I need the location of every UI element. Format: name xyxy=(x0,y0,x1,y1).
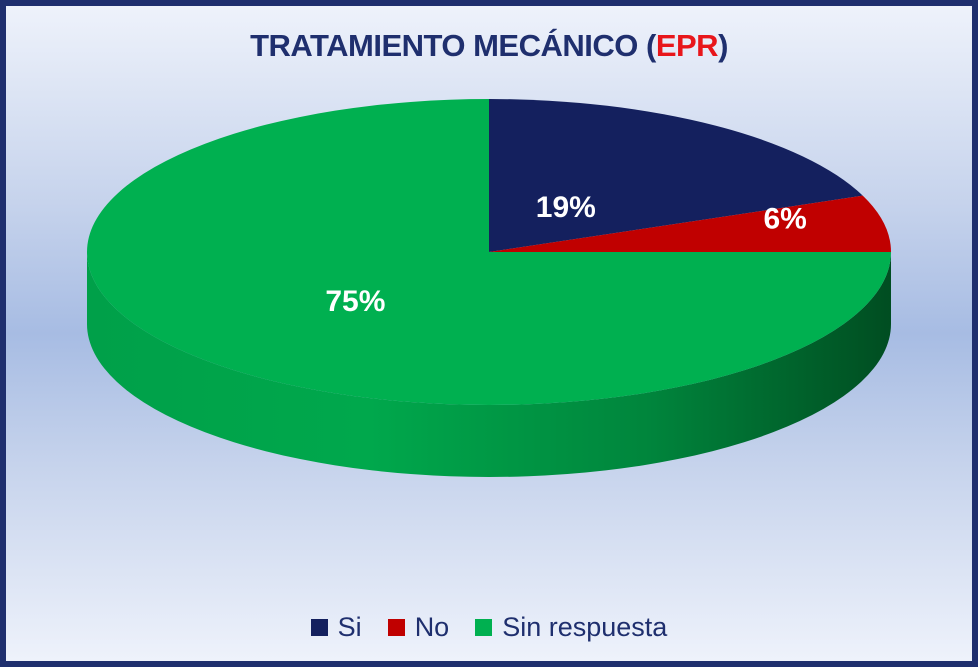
chart-title: TRATAMIENTO MECÁNICO (EPR) xyxy=(6,28,972,64)
pie-side-sin-respuesta xyxy=(87,252,891,477)
pie-slice-sin-respuesta xyxy=(87,99,891,405)
data-label-si: 19% xyxy=(536,191,596,224)
legend-label-si: Si xyxy=(337,612,362,642)
legend-swatch-sin-respuesta xyxy=(475,619,493,636)
legend-item-si: Si xyxy=(310,612,362,643)
legend: Si No Sin respuesta xyxy=(6,612,972,643)
legend-swatch-si xyxy=(310,619,328,636)
legend-item-sin-respuesta: Sin respuesta xyxy=(475,612,667,643)
pie-chart: 19% 6% 75% xyxy=(87,99,892,477)
data-label-sin-respuesta: 75% xyxy=(325,285,385,318)
pie-slice-no xyxy=(489,195,892,252)
pie-slice-si xyxy=(489,99,863,252)
data-label-no: 6% xyxy=(763,202,806,235)
legend-label-no: No xyxy=(414,612,450,642)
legend-swatch-no xyxy=(387,619,405,636)
chart-title-close: ) xyxy=(718,28,728,63)
legend-label-sin-respuesta: Sin respuesta xyxy=(502,612,668,642)
chart-title-accent: EPR xyxy=(655,28,719,63)
legend-item-no: No xyxy=(387,612,450,643)
chart-title-main: TRATAMIENTO MECÁNICO ( xyxy=(250,28,656,63)
pie-side-group xyxy=(87,252,891,477)
pie-top-group xyxy=(87,99,892,405)
pie-label-group: 19% 6% 75% xyxy=(325,191,806,318)
